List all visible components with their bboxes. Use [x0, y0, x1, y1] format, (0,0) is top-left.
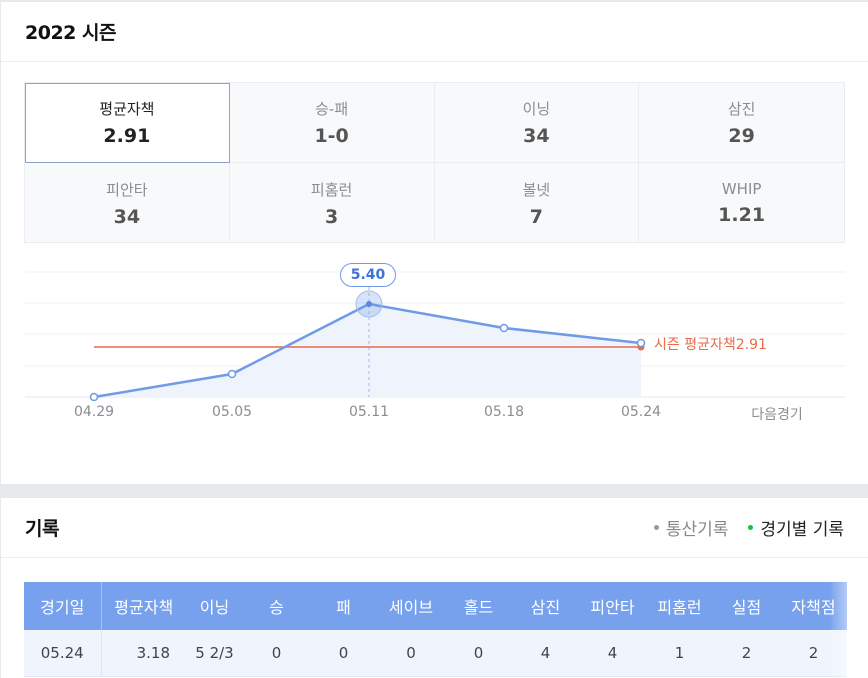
stat-label: 피홈런	[310, 180, 353, 199]
season-title: 2022 시즌	[25, 22, 116, 44]
stat-value: 3	[325, 205, 339, 228]
column-header-date[interactable]: 경기일	[24, 582, 102, 630]
x-axis-label: 05.05	[211, 404, 253, 420]
stat-label: 피안타	[106, 180, 148, 199]
x-axis-label-next-game: 다음경기	[751, 407, 803, 423]
average-line-label: 시즌 평균자책2.91	[654, 337, 767, 353]
stat-hits-allowed[interactable]: 피안타 34	[25, 163, 230, 243]
column-header-holds[interactable]: 홀드	[445, 582, 512, 630]
column-header-wins[interactable]: 승	[243, 582, 310, 630]
stat-era[interactable]: 평균자책 2.91	[25, 83, 230, 163]
data-point	[499, 323, 509, 333]
stat-win-loss[interactable]: 승-패 1-0	[229, 83, 435, 163]
cell-hits-allowed: 4	[579, 630, 646, 677]
records-header: 기록 통산기록 경기별 기록	[1, 498, 868, 558]
table-row: 05.24 3.18 5 2/3 0 0 0 0 4 4 1 2 2	[24, 630, 847, 677]
bullet-icon	[653, 525, 659, 530]
stat-value: 34	[113, 205, 141, 228]
peak-value-badge: 5.40	[340, 263, 396, 287]
bullet-icon	[748, 525, 754, 530]
stat-label: 승-패	[315, 100, 349, 118]
column-header-era[interactable]: 평균자책	[101, 582, 186, 630]
cell-saves: 0	[377, 630, 445, 677]
game-records-table-scroll[interactable]: 경기일 평균자책 이닝 승 패 세이브 홀드 삼진 피안타 피홈런 실점 자책점	[24, 582, 868, 678]
cell-era: 3.18	[101, 630, 186, 677]
column-header-innings[interactable]: 이닝	[186, 582, 243, 630]
cell-runs: 2	[713, 630, 780, 677]
tab-label: 통산기록	[665, 520, 729, 540]
chart-canvas	[25, 271, 845, 402]
records-tabs: 통산기록 경기별 기록	[653, 515, 844, 540]
stat-value: 34	[523, 125, 550, 147]
cell-earned-runs: 2	[780, 630, 847, 677]
x-axis-label: 05.24	[620, 404, 662, 420]
stat-value: 7	[529, 205, 543, 228]
data-point	[227, 369, 237, 379]
stat-label: 삼진	[727, 100, 756, 118]
stat-walks[interactable]: 볼넷 7	[435, 163, 640, 243]
column-header-strikeouts[interactable]: 삼진	[512, 582, 579, 630]
x-axis-label: 04.29	[73, 404, 115, 420]
data-point	[636, 338, 646, 348]
cell-home-runs-allowed: 1	[646, 630, 713, 677]
cell-wins: 0	[243, 630, 310, 677]
stat-value: 2.91	[103, 125, 151, 147]
stat-label: 볼넷	[522, 180, 551, 199]
data-point	[89, 392, 99, 402]
season-card: 2022 시즌 평균자책 2.91 승-패 1-0 이닝 34 삼진 29 피안…	[1, 2, 868, 484]
column-header-earned-runs[interactable]: 자책점	[780, 582, 847, 630]
cell-strikeouts: 4	[512, 630, 579, 677]
stat-label: 평균자책	[99, 100, 155, 118]
column-header-runs[interactable]: 실점	[713, 582, 780, 630]
stat-innings[interactable]: 이닝 34	[434, 83, 640, 163]
stat-label: 이닝	[522, 100, 551, 118]
game-records-table: 경기일 평균자책 이닝 승 패 세이브 홀드 삼진 피안타 피홈런 실점 자책점	[24, 582, 847, 677]
stat-value: 1.21	[718, 204, 766, 226]
x-axis-label: 05.18	[483, 404, 525, 420]
era-line-chart: 5.40 시즌 평균자책2.91 04.29 05.05 05.11 05.18…	[1, 252, 868, 442]
tab-game-records[interactable]: 경기별 기록	[748, 515, 844, 540]
stat-home-runs-allowed[interactable]: 피홈런 3	[230, 163, 435, 243]
cell-losses: 0	[310, 630, 377, 677]
season-header: 2022 시즌	[1, 2, 868, 62]
records-title: 기록	[25, 518, 59, 540]
column-header-losses[interactable]: 패	[310, 582, 377, 630]
data-point-peak	[366, 301, 372, 307]
cell-holds: 0	[445, 630, 512, 677]
stat-value: 29	[728, 125, 755, 147]
stat-strikeouts[interactable]: 삼진 29	[639, 83, 844, 163]
column-header-saves[interactable]: 세이브	[377, 582, 445, 630]
table-header-row: 경기일 평균자책 이닝 승 패 세이브 홀드 삼진 피안타 피홈런 실점 자책점	[24, 582, 847, 630]
chart-area	[94, 304, 641, 397]
stat-label: WHIP	[721, 180, 762, 198]
stat-whip[interactable]: WHIP 1.21	[639, 163, 844, 243]
stat-value: 1-0	[314, 125, 349, 147]
tab-label: 경기별 기록	[760, 520, 844, 540]
records-card: 기록 통산기록 경기별 기록 경기일 평균자책 이닝	[1, 498, 868, 678]
column-header-home-runs-allowed[interactable]: 피홈런	[646, 582, 713, 630]
x-axis-label: 05.11	[348, 404, 390, 420]
column-header-hits-allowed[interactable]: 피안타	[579, 582, 646, 630]
cell-innings: 5 2/3	[186, 630, 243, 677]
season-stats-grid: 평균자책 2.91 승-패 1-0 이닝 34 삼진 29 피안타 34 피홈런…	[24, 82, 845, 243]
tab-career-records[interactable]: 통산기록	[653, 515, 729, 540]
cell-date: 05.24	[24, 630, 102, 677]
